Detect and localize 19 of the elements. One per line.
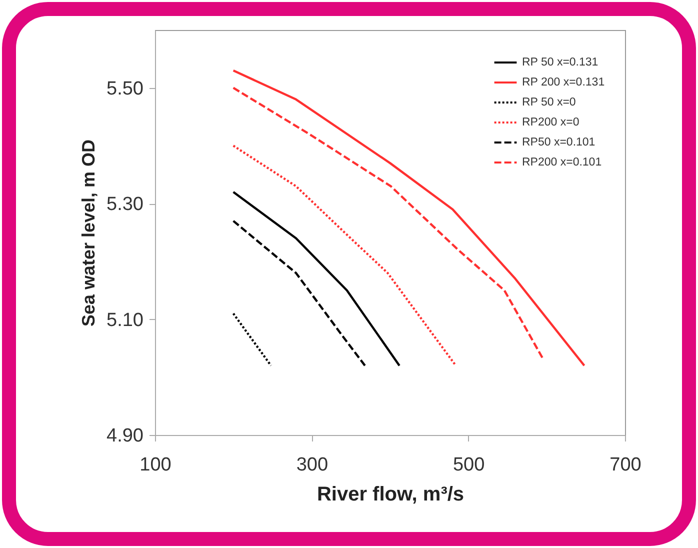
y-tick-label: 5.30 (106, 194, 144, 216)
y-tick-label: 4.90 (106, 426, 144, 446)
y-axis-title: Sea water level, m OD (78, 139, 99, 327)
x-tick-label: 700 (610, 454, 642, 476)
x-tick-label: 300 (296, 454, 328, 476)
legend-label: RP 50 x=0 (522, 96, 576, 108)
legend-label: RP 200 x=0.131 (522, 76, 605, 88)
x-tick-label: 100 (140, 454, 172, 476)
line-series (232, 144, 457, 367)
y-tick-label: 5.50 (106, 78, 144, 100)
legend-label: RP200 x=0 (522, 116, 580, 128)
legend-label: RP 50 x=0.131 (522, 56, 598, 68)
line-series (232, 220, 366, 367)
line-series (232, 190, 400, 367)
legend-label: RP200 x=0.101 (522, 156, 602, 168)
x-tick-label: 500 (452, 454, 485, 476)
legend-label: RP50 x=0.101 (522, 136, 596, 148)
x-axis-title: River flow, m³/s (316, 484, 464, 506)
y-tick-label: 5.10 (106, 310, 144, 331)
